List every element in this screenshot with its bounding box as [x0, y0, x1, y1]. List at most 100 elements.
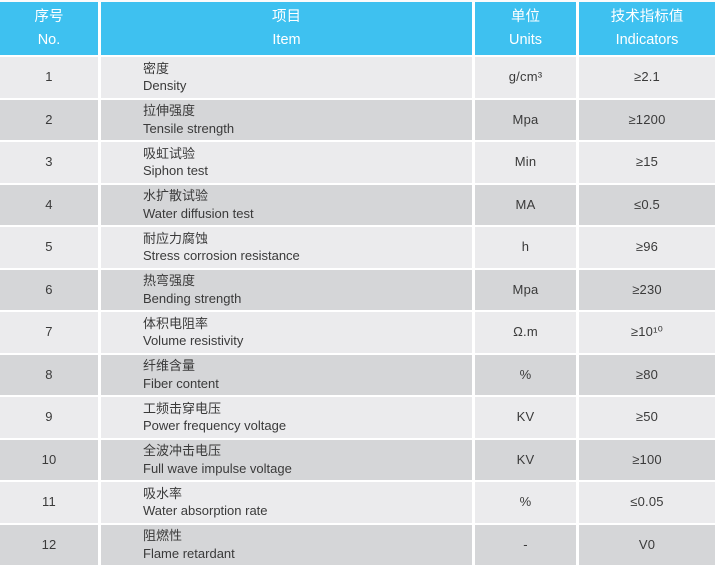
indicator-cell: ≤0.5: [579, 184, 715, 225]
table-row: 7 体积电阻率 Volume resistivity Ω.m ≥10¹⁰: [0, 312, 715, 353]
unit-cell: Min: [475, 142, 576, 183]
unit-cell: MA: [475, 184, 576, 225]
item-name-zh: 纤维含量: [143, 358, 196, 374]
indicator-value: ≤0.5: [633, 196, 660, 212]
unit-cell: Mpa: [475, 269, 576, 310]
header-cell-units: 单位 Units: [475, 2, 576, 55]
item-name-zh: 吸虹试验: [143, 145, 196, 161]
indicator-value: V0: [638, 536, 656, 552]
unit-value: -: [523, 536, 528, 552]
item-name-en: Water absorption rate: [143, 503, 268, 519]
indicator-cell: ≥96: [579, 227, 715, 268]
row-number-cell: 1: [0, 57, 98, 98]
indicator-value: ≥230: [632, 281, 662, 297]
item-name-zh: 水扩散试验: [143, 188, 209, 204]
item-cell: 体积电阻率 Volume resistivity: [101, 312, 472, 353]
item-cell: 热弯强度 Bending strength: [101, 269, 472, 310]
indicator-cell: ≥10¹⁰: [579, 312, 715, 353]
header-cell-no: 序号 No.: [0, 2, 98, 55]
item-name-zh: 吸水率: [143, 485, 183, 501]
item-cell: 纤维含量 Fiber content: [101, 354, 472, 395]
table-row: 1 密度 Density g/cm³ ≥2.1: [0, 57, 715, 98]
header-cell-item: 项目 Item: [101, 2, 472, 55]
unit-cell: KV: [475, 439, 576, 480]
row-number: 4: [45, 196, 53, 212]
table-row: 5 耐应力腐蚀 Stress corrosion resistance h ≥9…: [0, 227, 715, 268]
row-number-cell: 6: [0, 269, 98, 310]
unit-cell: %: [475, 354, 576, 395]
item-name-en: Fiber content: [143, 375, 219, 391]
item-cell: 工频击穿电压 Power frequency voltage: [101, 397, 472, 438]
unit-value: Mpa: [512, 281, 539, 297]
unit-value: Min: [514, 154, 537, 170]
indicator-cell: ≥100: [579, 439, 715, 480]
item-name-en: Full wave impulse voltage: [143, 460, 292, 476]
item-cell: 拉伸强度 Tensile strength: [101, 99, 472, 140]
indicator-value: ≥1200: [628, 111, 666, 127]
row-number-cell: 2: [0, 99, 98, 140]
item-cell: 吸虹试验 Siphon test: [101, 142, 472, 183]
table-row: 12 阻燃性 Flame retardant - V0: [0, 524, 715, 565]
item-name-en: Power frequency voltage: [143, 418, 287, 434]
unit-cell: g/cm³: [475, 57, 576, 98]
item-cell: 密度 Density: [101, 57, 472, 98]
unit-cell: Ω.m: [475, 312, 576, 353]
item-name-zh: 阻燃性: [143, 528, 183, 544]
header-indicators-zh: 技术指标值: [610, 9, 684, 26]
item-name-en: Tensile strength: [143, 120, 235, 136]
row-number: 1: [45, 69, 53, 85]
item-cell: 水扩散试验 Water diffusion test: [101, 184, 472, 225]
unit-value: Ω.m: [513, 324, 538, 340]
indicator-value: ≥96: [635, 239, 659, 255]
unit-cell: %: [475, 482, 576, 523]
item-name-zh: 拉伸强度: [143, 103, 196, 119]
indicator-value: ≥15: [635, 154, 659, 170]
unit-cell: h: [475, 227, 576, 268]
header-indicators-en: Indicators: [615, 31, 679, 48]
item-name-en: Bending strength: [143, 290, 242, 306]
item-name-zh: 热弯强度: [143, 273, 196, 289]
row-number-cell: 9: [0, 397, 98, 438]
item-name-zh: 密度: [143, 60, 170, 76]
indicator-value: ≥80: [635, 366, 659, 382]
indicator-value: ≥10¹⁰: [630, 324, 664, 340]
indicator-cell: ≥15: [579, 142, 715, 183]
item-name-en: Flame retardant: [143, 545, 235, 561]
row-number: 9: [45, 409, 53, 425]
indicator-cell: ≥50: [579, 397, 715, 438]
table-row: 4 水扩散试验 Water diffusion test MA ≤0.5: [0, 184, 715, 225]
row-number-cell: 4: [0, 184, 98, 225]
unit-value: %: [519, 494, 532, 510]
table-row: 10 全波冲击电压 Full wave impulse voltage KV ≥…: [0, 439, 715, 480]
header-cell-indicators: 技术指标值 Indicators: [579, 2, 715, 55]
unit-value: g/cm³: [508, 69, 543, 85]
indicator-cell: V0: [579, 524, 715, 565]
indicator-cell: ≤0.05: [579, 482, 715, 523]
table-header-row: 序号 No. 项目 Item 单位 Units 技术指标值 Indicators: [0, 2, 715, 55]
row-number-cell: 12: [0, 524, 98, 565]
item-cell: 全波冲击电压 Full wave impulse voltage: [101, 439, 472, 480]
unit-value: KV: [516, 451, 535, 467]
row-number: 3: [45, 154, 53, 170]
indicator-value: ≤0.05: [630, 494, 664, 510]
row-number-cell: 8: [0, 354, 98, 395]
item-cell: 吸水率 Water absorption rate: [101, 482, 472, 523]
row-number: 12: [41, 536, 57, 552]
item-name-en: Stress corrosion resistance: [143, 248, 300, 264]
row-number: 5: [45, 239, 53, 255]
row-number: 2: [45, 111, 53, 127]
header-units-en: Units: [508, 31, 543, 48]
row-number-cell: 3: [0, 142, 98, 183]
unit-value: MA: [515, 196, 536, 212]
item-name-en: Volume resistivity: [143, 333, 244, 349]
unit-cell: -: [475, 524, 576, 565]
indicator-cell: ≥2.1: [579, 57, 715, 98]
unit-value: %: [519, 366, 532, 382]
unit-cell: KV: [475, 397, 576, 438]
row-number-cell: 11: [0, 482, 98, 523]
table-row: 3 吸虹试验 Siphon test Min ≥15: [0, 142, 715, 183]
unit-value: h: [521, 239, 530, 255]
item-cell: 阻燃性 Flame retardant: [101, 524, 472, 565]
item-cell: 耐应力腐蚀 Stress corrosion resistance: [101, 227, 472, 268]
